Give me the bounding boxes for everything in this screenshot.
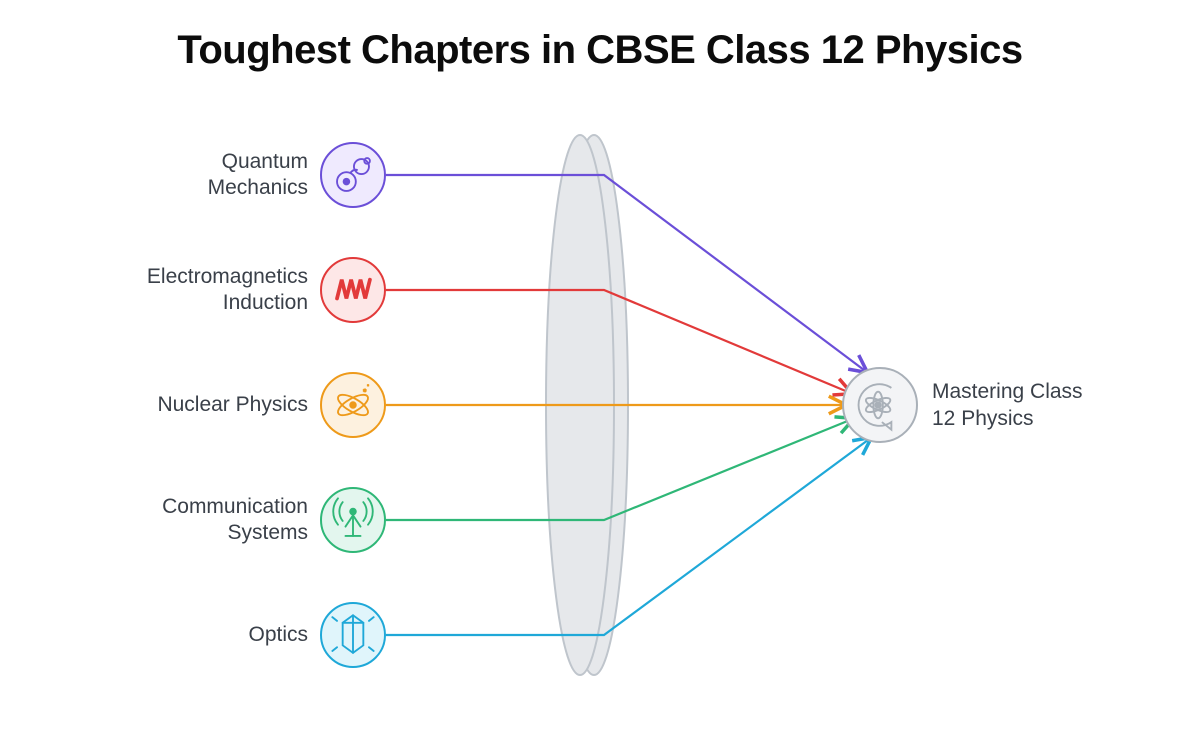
brain-atom-icon (842, 367, 918, 443)
result-label: Mastering Class12 Physics (932, 378, 1083, 433)
item-label: CommunicationSystems (162, 494, 308, 547)
quantum-icon (320, 142, 386, 208)
connector-arrows (386, 175, 868, 635)
item-label: Nuclear Physics (157, 392, 308, 418)
optics-icon (320, 602, 386, 668)
comm-icon (320, 487, 386, 553)
diagram-svg (0, 0, 1200, 742)
nuclear-icon (320, 372, 386, 438)
item-label: QuantumMechanics (208, 149, 308, 202)
em-induction-icon (320, 257, 386, 323)
item-label: ElectromagneticsInduction (147, 264, 308, 317)
item-label: Optics (248, 622, 308, 648)
